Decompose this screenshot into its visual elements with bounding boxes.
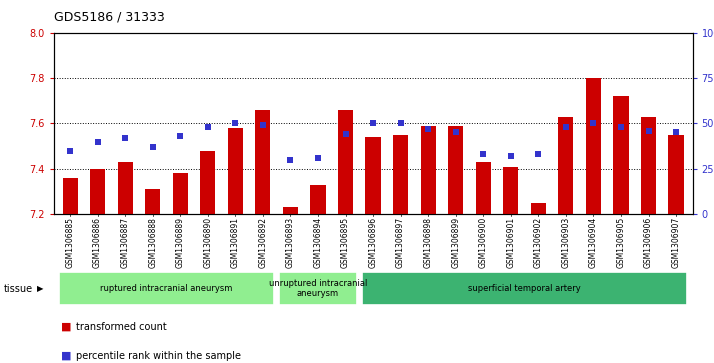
- Bar: [311, 185, 326, 214]
- Text: GSM1306893: GSM1306893: [286, 217, 295, 268]
- Text: superficial temporal artery: superficial temporal artery: [468, 284, 581, 293]
- Bar: [283, 207, 298, 214]
- Text: GSM1306907: GSM1306907: [672, 217, 680, 268]
- Text: percentile rank within the sample: percentile rank within the sample: [76, 351, 241, 361]
- Bar: [63, 178, 78, 214]
- FancyBboxPatch shape: [59, 272, 274, 305]
- Text: GSM1306888: GSM1306888: [149, 217, 157, 268]
- Bar: [476, 162, 491, 214]
- FancyBboxPatch shape: [362, 272, 687, 305]
- Bar: [228, 128, 243, 214]
- Bar: [641, 117, 656, 214]
- Bar: [448, 126, 463, 214]
- Bar: [531, 203, 546, 214]
- Text: ruptured intracranial aneurysm: ruptured intracranial aneurysm: [100, 284, 233, 293]
- Bar: [558, 117, 573, 214]
- Text: GSM1306902: GSM1306902: [534, 217, 543, 268]
- Text: GSM1306897: GSM1306897: [396, 217, 405, 268]
- Text: tissue: tissue: [4, 284, 33, 294]
- Bar: [90, 169, 105, 214]
- Text: unruptured intracranial
aneurysm: unruptured intracranial aneurysm: [268, 279, 367, 298]
- Bar: [256, 110, 271, 214]
- Text: GSM1306905: GSM1306905: [616, 217, 625, 268]
- Text: GDS5186 / 31333: GDS5186 / 31333: [54, 11, 164, 24]
- Text: GSM1306894: GSM1306894: [313, 217, 323, 268]
- Text: GSM1306906: GSM1306906: [644, 217, 653, 268]
- Text: transformed count: transformed count: [76, 322, 167, 332]
- Text: GSM1306890: GSM1306890: [203, 217, 212, 268]
- Text: GSM1306889: GSM1306889: [176, 217, 185, 268]
- Text: GSM1306885: GSM1306885: [66, 217, 74, 268]
- Bar: [668, 135, 683, 214]
- Text: GSM1306887: GSM1306887: [121, 217, 130, 268]
- Bar: [613, 96, 628, 214]
- Text: ■: ■: [61, 351, 71, 361]
- Text: GSM1306886: GSM1306886: [93, 217, 102, 268]
- Text: GSM1306899: GSM1306899: [451, 217, 461, 268]
- Bar: [173, 174, 188, 214]
- Bar: [393, 135, 408, 214]
- Bar: [366, 137, 381, 214]
- Bar: [200, 151, 216, 214]
- Text: GSM1306901: GSM1306901: [506, 217, 516, 268]
- Bar: [145, 189, 160, 214]
- Bar: [586, 78, 601, 214]
- Bar: [118, 162, 133, 214]
- Text: GSM1306900: GSM1306900: [479, 217, 488, 268]
- Text: GSM1306896: GSM1306896: [368, 217, 378, 268]
- Text: GSM1306895: GSM1306895: [341, 217, 350, 268]
- Text: GSM1306898: GSM1306898: [423, 217, 433, 268]
- Text: GSM1306904: GSM1306904: [589, 217, 598, 268]
- Bar: [503, 167, 518, 214]
- Text: GSM1306903: GSM1306903: [561, 217, 570, 268]
- Bar: [338, 110, 353, 214]
- FancyBboxPatch shape: [279, 272, 356, 305]
- Bar: [421, 126, 436, 214]
- Text: ▶: ▶: [37, 284, 44, 293]
- Text: GSM1306891: GSM1306891: [231, 217, 240, 268]
- Text: ■: ■: [61, 322, 71, 332]
- Text: GSM1306892: GSM1306892: [258, 217, 267, 268]
